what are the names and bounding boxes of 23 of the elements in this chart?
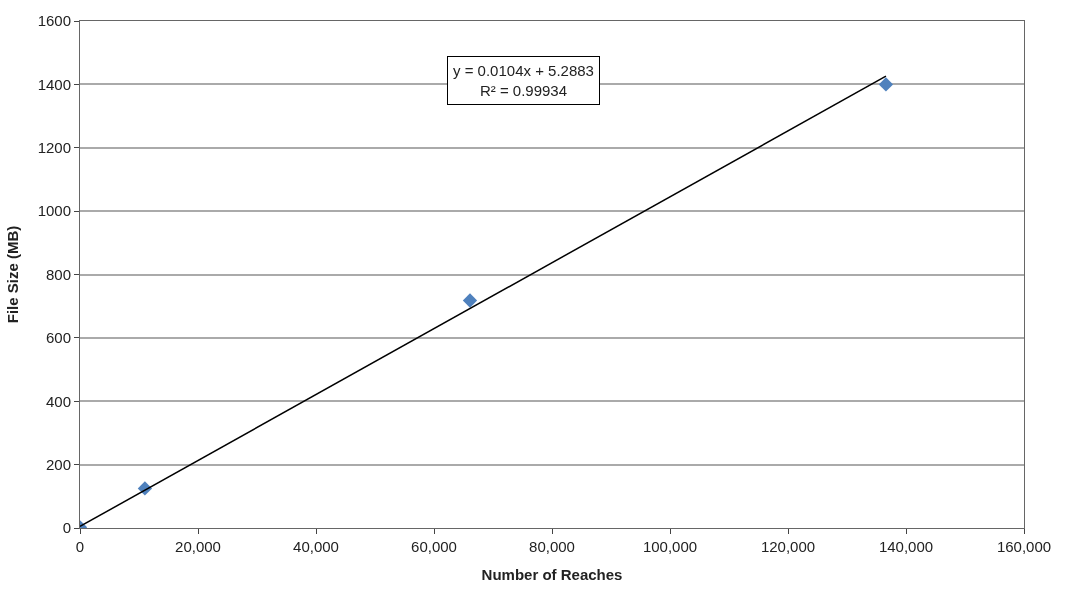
- y-tick-label: 600: [45, 329, 71, 347]
- x-tick-label: 100,000: [642, 538, 698, 555]
- point: [462, 293, 478, 308]
- y-tick-label: 1200: [37, 139, 71, 156]
- point: [878, 77, 894, 92]
- x-tick-label: 140,000: [878, 538, 934, 555]
- y-axis-title: File Size (MB): [3, 225, 21, 324]
- x-tick-label: 20,000: [175, 538, 221, 555]
- y-tick-label: 0: [62, 519, 71, 537]
- x-tick-label: 160,000: [996, 538, 1052, 555]
- x-tick-label: 80,000: [529, 538, 575, 555]
- annotation: y = 0.0104x + 5.2883 R² = 0.99934: [453, 62, 594, 99]
- x-tick-label: 40,000: [293, 538, 339, 555]
- y-tick-label: 400: [45, 392, 71, 410]
- y-tick-label: 1000: [37, 202, 71, 220]
- y-tick-label: 800: [45, 265, 71, 283]
- x-axis-title: Number of Reaches: [481, 566, 623, 583]
- x-tick-label: 0: [75, 538, 85, 555]
- y-tick-label: 200: [45, 455, 71, 473]
- y-tick-label: 1600: [37, 12, 71, 30]
- y-tick-label: 1400: [37, 75, 71, 93]
- x-tick-label: 120,000: [760, 538, 816, 555]
- x-tick-label: 60,000: [411, 538, 457, 555]
